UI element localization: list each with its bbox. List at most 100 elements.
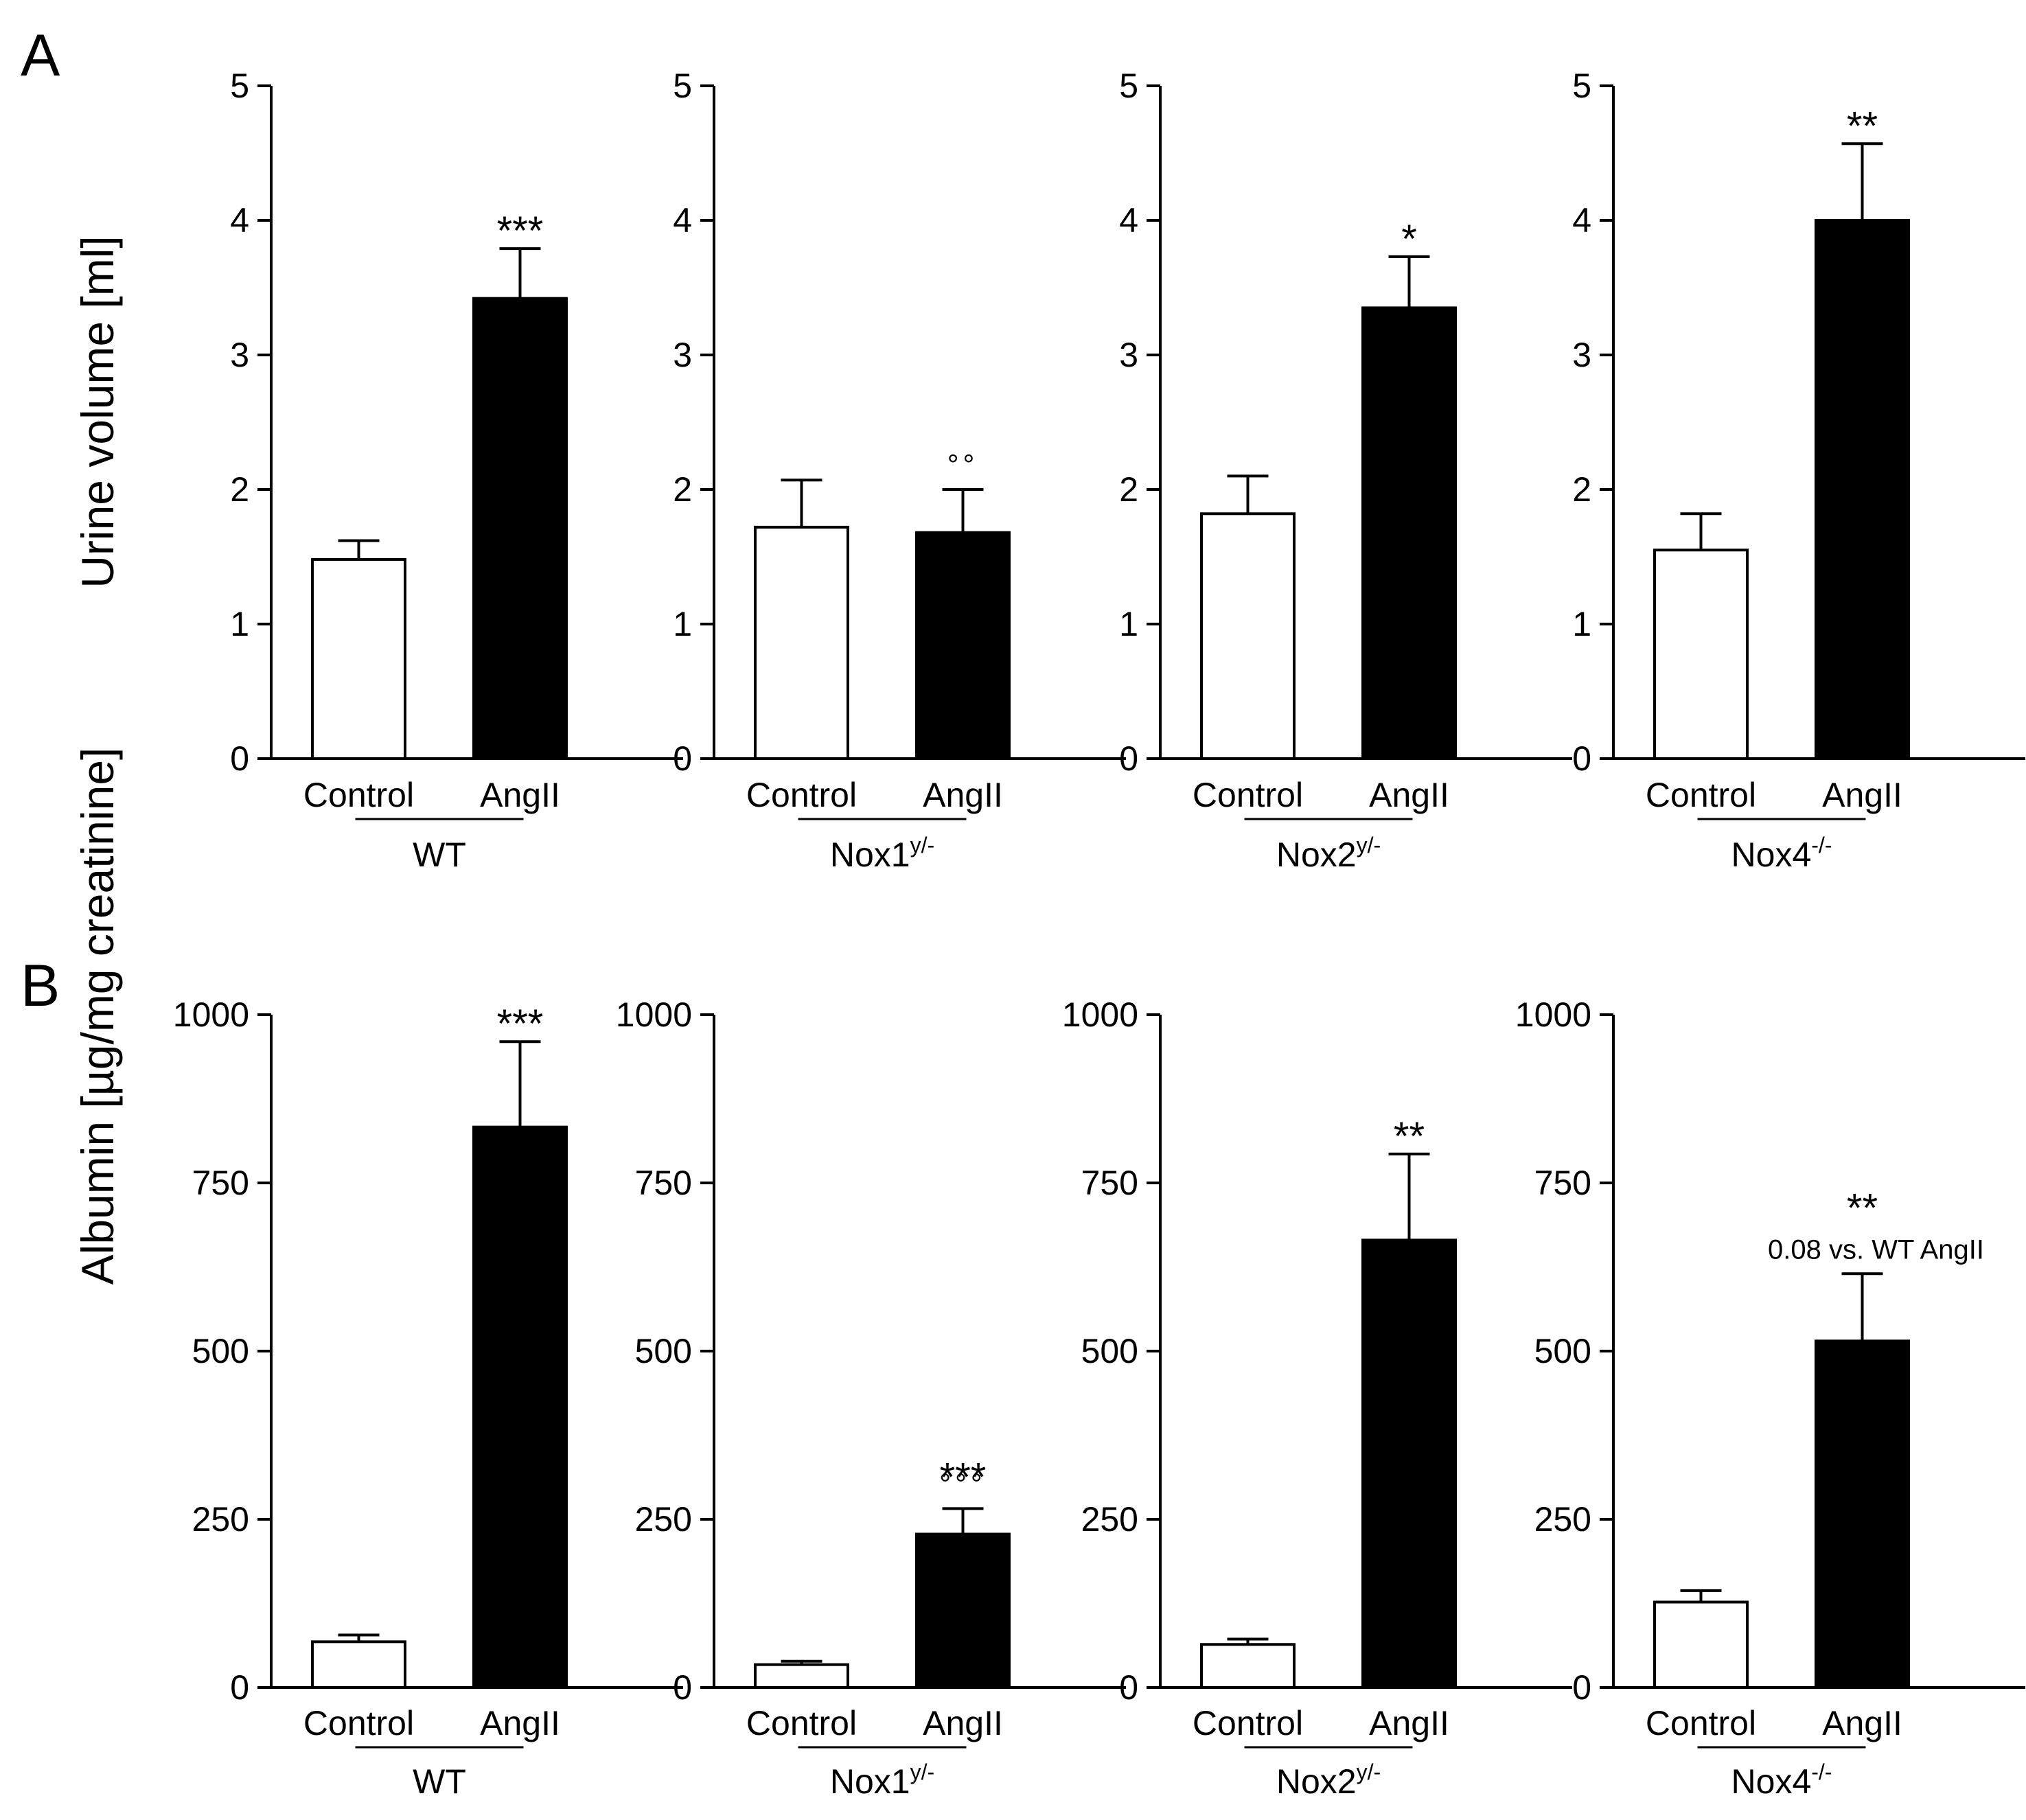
chart-panel-b-wt: 0 250 500 750 1000 Control AngII WT *** [173, 995, 683, 1801]
bar-control [1653, 1600, 1749, 1690]
bar-control [311, 1640, 406, 1690]
group-name: WT [413, 836, 466, 874]
bar-control [1200, 1643, 1296, 1690]
category-label-angii: AngII [1369, 776, 1449, 814]
y-tick-label: 4 [1572, 201, 1591, 240]
chart-panel-a-nox4: 0 1 2 3 4 5 Control AngII Nox4-/- ** [1572, 67, 2025, 874]
y-tick-label: 1 [1572, 605, 1591, 643]
y-tick-label: 250 [635, 1500, 692, 1539]
category-label-control: Control [1193, 1704, 1303, 1742]
group-superscript: y/- [1357, 833, 1381, 857]
y-tick-label: 0 [1119, 1668, 1138, 1707]
bar-control [1653, 549, 1749, 760]
significance-stars: *** [497, 209, 544, 253]
bar-angii [1361, 306, 1457, 760]
comparison-note: 0.08 vs. WT AngII [1768, 1234, 1984, 1265]
panel-letter-a: A [21, 23, 60, 89]
category-label-control: Control [303, 776, 414, 814]
category-label-angii: AngII [480, 776, 560, 814]
y-tick-label: 750 [1081, 1164, 1138, 1202]
y-tick-label: 0 [673, 1668, 692, 1707]
category-label-angii: AngII [1369, 1704, 1449, 1742]
y-tick-label: 0 [1572, 739, 1591, 778]
bar-angii [1815, 1339, 1910, 1690]
y-tick-label: 0 [1572, 1668, 1591, 1707]
group-name: WT [413, 1762, 466, 1801]
group-name: Nox1 [830, 1762, 910, 1801]
panel-letter-b: B [21, 953, 60, 1019]
group-label: Nox2y/- [1276, 1760, 1381, 1801]
group-name: Nox1 [830, 836, 910, 874]
group-superscript: -/- [1811, 833, 1832, 857]
category-label-angii: AngII [923, 1704, 1003, 1742]
y-tick-label: 0 [230, 1668, 249, 1707]
y-tick-label: 2 [230, 470, 249, 509]
y-tick-label: 5 [1119, 67, 1138, 105]
y-tick-label: 750 [192, 1164, 249, 1202]
bar-angii [915, 1532, 1011, 1690]
significance-stars: ** [1847, 104, 1878, 148]
y-tick-label: 250 [1081, 1500, 1138, 1539]
y-tick-label: 1 [230, 605, 249, 643]
y-tick-label: 250 [1534, 1500, 1591, 1539]
bar-angii [472, 297, 568, 760]
y-tick-label: 2 [1119, 470, 1138, 509]
bar-angii [915, 531, 1011, 760]
group-label: Nox4-/- [1731, 833, 1832, 874]
y-tick-label: 1 [673, 605, 692, 643]
category-label-control: Control [746, 776, 857, 814]
group-superscript: y/- [910, 1760, 935, 1784]
chart-panel-a-nox2: 0 1 2 3 4 5 Control AngII Nox2y/- * [1119, 67, 1572, 874]
y-tick-label: 1000 [1515, 995, 1591, 1034]
y-tick-label: 500 [192, 1332, 249, 1370]
y-tick-label: 3 [673, 336, 692, 374]
y-tick-label: 500 [1081, 1332, 1138, 1370]
y-tick-label: 4 [1119, 201, 1138, 240]
y-tick-label: 4 [673, 201, 692, 240]
chart-panel-a-nox1: 0 1 2 3 4 5 Control AngII Nox1y/- °° [673, 67, 1126, 874]
significance-stars: ** [1394, 1114, 1425, 1159]
y-tick-label: 0 [1119, 739, 1138, 778]
group-name: Nox4 [1731, 1762, 1812, 1801]
y-tick-label: 1000 [1062, 995, 1138, 1034]
group-name: Nox4 [1731, 836, 1812, 874]
category-label-control: Control [303, 1704, 414, 1742]
y-tick-label: 1000 [173, 995, 249, 1034]
chart-panel-b-nox2: 0 250 500 750 1000 Control AngII Nox2y/- ** [1062, 995, 1572, 1801]
significance-stars: ** [1847, 1186, 1878, 1230]
group-superscript: y/- [910, 833, 935, 857]
group-label: WT [413, 836, 466, 874]
chart-panel-b-nox4: 0 250 500 750 1000 Control AngII Nox4-/- 0.08 vs… [1515, 995, 2025, 1801]
y-tick-label: 5 [230, 67, 249, 105]
y-axis-title-urine-volume: Urine volume [ml] [72, 235, 123, 588]
significance-circles: °°° [939, 1467, 986, 1499]
category-label-control: Control [746, 1704, 857, 1742]
chart-panel-a-wt: 0 1 2 3 4 5 Control AngII WT *** [230, 67, 683, 874]
y-axis-title-albumin: Albumin [µg/mg creatinine] [72, 748, 123, 1285]
group-superscript: y/- [1357, 1760, 1381, 1784]
group-name: Nox2 [1276, 1762, 1357, 1801]
y-tick-label: 4 [230, 201, 249, 240]
y-tick-label: 1 [1119, 605, 1138, 643]
significance-stars: * [1401, 217, 1417, 262]
y-tick-label: 0 [230, 739, 249, 778]
y-tick-label: 3 [230, 336, 249, 374]
bar-control [1200, 512, 1296, 761]
y-tick-label: 1000 [616, 995, 692, 1034]
bar-angii [1361, 1239, 1457, 1690]
y-tick-label: 5 [1572, 67, 1591, 105]
category-label-angii: AngII [1822, 1704, 1902, 1742]
group-label: Nox4-/- [1731, 1760, 1832, 1801]
group-name: Nox2 [1276, 836, 1357, 874]
bar-control [754, 1663, 849, 1689]
category-label-control: Control [1646, 776, 1756, 814]
category-label-angii: AngII [923, 776, 1003, 814]
bar-angii [1815, 219, 1910, 760]
bar-control [754, 525, 849, 760]
y-tick-label: 3 [1119, 336, 1138, 374]
bar-control [311, 557, 406, 760]
y-tick-label: 750 [1534, 1164, 1591, 1202]
y-tick-label: 2 [1572, 470, 1591, 509]
